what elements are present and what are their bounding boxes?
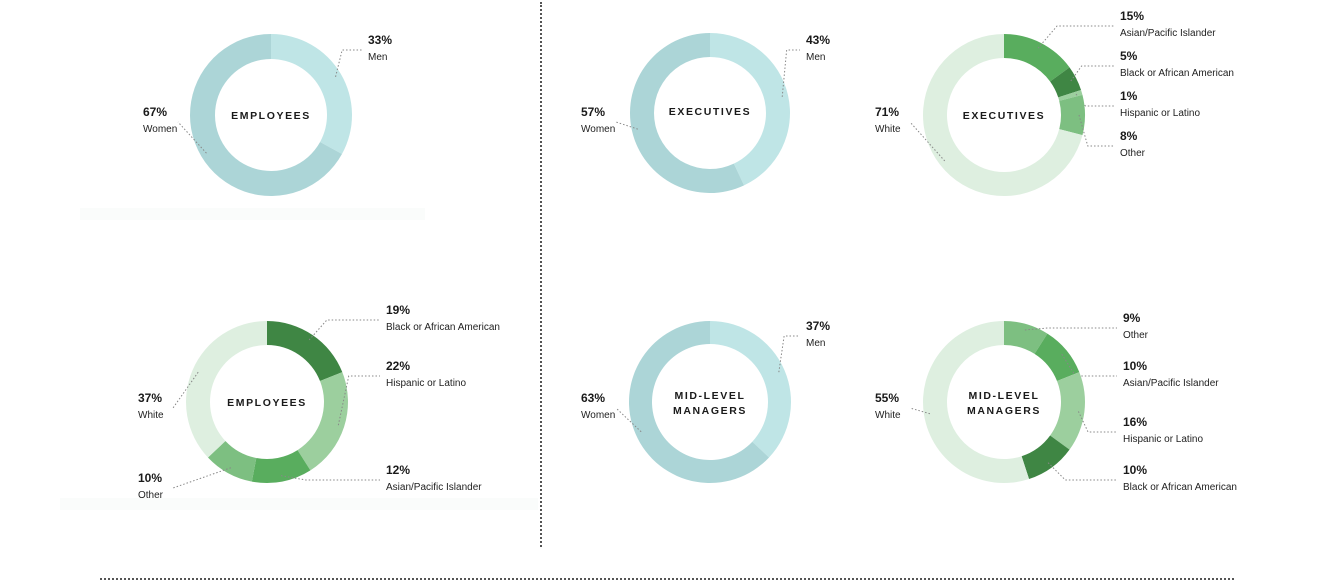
- leader-line: [1070, 65, 1114, 82]
- slice-value-label: 10%: [1123, 463, 1147, 477]
- leader-line: [337, 375, 380, 426]
- slice-value-label: 67%: [143, 105, 167, 119]
- donut-center-title: EXECUTIVES: [963, 110, 1046, 122]
- slice-asian-pacific-islander: [1004, 34, 1070, 82]
- slice-asian-pacific-islander: [251, 450, 311, 483]
- slice-asian-pacific-islander: [1034, 333, 1080, 382]
- slice-category-label: Other: [1123, 330, 1149, 341]
- leader-line: [1024, 327, 1117, 331]
- slice-value-label: 22%: [386, 359, 410, 373]
- slice-other: [207, 441, 257, 482]
- slice-value-label: 63%: [581, 391, 605, 405]
- slice-black-or-african-american: [1050, 67, 1082, 98]
- slice-category-label: Asian/Pacific Islander: [386, 482, 482, 493]
- panel-shade-left-bottom: [60, 498, 538, 510]
- slice-value-label: 1%: [1120, 89, 1138, 103]
- slice-value-label: 12%: [386, 463, 410, 477]
- leader-line: [172, 371, 199, 409]
- donut-chart-4: 19% Black or African American 22% Hispanic …: [138, 303, 500, 501]
- slice-white: [186, 321, 267, 458]
- slice-category-label: Black or African American: [386, 322, 500, 333]
- slice-women: [629, 321, 770, 484]
- leader-line: [280, 475, 380, 481]
- slice-black-or-african-american: [1021, 435, 1070, 480]
- slice-category-label: White: [875, 124, 901, 135]
- slice-hispanic-or-latino: [297, 372, 348, 471]
- slice-men: [271, 34, 353, 155]
- slice-value-label: 19%: [386, 303, 410, 317]
- slice-men: [710, 33, 791, 186]
- slice-category-label: Hispanic or Latino: [386, 378, 466, 389]
- slice-white: [923, 321, 1030, 484]
- slice-category-label: Black or African American: [1120, 68, 1234, 79]
- slice-hispanic-or-latino: [1058, 89, 1083, 101]
- slice-women: [190, 34, 342, 197]
- donut-chart-3: 15% Asian/Pacific Islander 5% Black or Afri…: [875, 9, 1234, 197]
- leader-line: [172, 467, 232, 489]
- slice-category-label: Women: [143, 124, 177, 135]
- slice-category-label: Hispanic or Latino: [1120, 108, 1200, 119]
- slice-value-label: 8%: [1120, 129, 1138, 143]
- leader-line: [1037, 25, 1114, 49]
- slice-value-label: 43%: [806, 33, 830, 47]
- slice-category-label: Men: [806, 338, 825, 349]
- donut-center-title: EMPLOYEES: [231, 110, 311, 122]
- horizontal-divider: [100, 578, 1234, 580]
- slice-value-label: 71%: [875, 105, 899, 119]
- leader-line: [615, 121, 638, 130]
- slice-category-label: Black or African American: [1123, 482, 1237, 493]
- slice-value-label: 10%: [1123, 359, 1147, 373]
- donut-center-title: MANAGERS: [673, 405, 747, 417]
- slice-value-label: 9%: [1123, 311, 1141, 325]
- slice-value-label: 15%: [1120, 9, 1144, 23]
- slice-category-label: Women: [581, 124, 615, 135]
- leader-line: [308, 319, 380, 341]
- slice-category-label: Hispanic or Latino: [1123, 434, 1203, 445]
- donut-center-title: MID-LEVEL: [675, 390, 746, 402]
- slice-black-or-african-american: [267, 321, 343, 382]
- leader-line: [1078, 114, 1114, 147]
- slice-value-label: 55%: [875, 391, 899, 405]
- slice-value-label: 57%: [581, 105, 605, 119]
- slice-value-label: 37%: [138, 391, 162, 405]
- slice-category-label: White: [138, 410, 164, 421]
- donut-chart-6: 9% Other 10% Asian/Pacific Islander 16% Hispa…: [875, 311, 1237, 493]
- leader-line: [1075, 93, 1114, 107]
- slice-white: [922, 34, 1083, 197]
- slice-men: [710, 321, 792, 458]
- donut-chart-2: 43% Men 57% Women EXECUTIVES: [581, 33, 830, 193]
- slice-value-label: 5%: [1120, 49, 1138, 63]
- slice-category-label: White: [875, 410, 901, 421]
- slice-category-label: Men: [806, 52, 825, 63]
- slice-category-label: Men: [368, 52, 387, 63]
- leader-line: [1077, 411, 1117, 433]
- panel-shade-left-top: [80, 208, 425, 220]
- donut-center-title: EXECUTIVES: [669, 106, 752, 118]
- donut-center-title: MID-LEVEL: [969, 390, 1040, 402]
- donut-center-title: MANAGERS: [967, 405, 1041, 417]
- slice-category-label: Asian/Pacific Islander: [1123, 378, 1219, 389]
- slice-value-label: 37%: [806, 319, 830, 333]
- donut-chart-5: 37% Men 63% Women MID-LEVEL MANAGERS: [581, 319, 830, 484]
- slice-other: [1059, 94, 1085, 136]
- slice-category-label: Other: [138, 490, 164, 501]
- slice-women: [630, 33, 745, 193]
- donut-chart-1: 33% Men 67% Women EMPLOYEES: [143, 33, 392, 197]
- vertical-divider: [540, 2, 542, 547]
- slice-category-label: Women: [581, 410, 615, 421]
- slice-value-label: 10%: [138, 471, 162, 485]
- slice-value-label: 16%: [1123, 415, 1147, 429]
- leader-line: [177, 121, 207, 154]
- leader-line: [1047, 462, 1117, 481]
- slice-hispanic-or-latino: [1050, 372, 1085, 450]
- slice-category-label: Asian/Pacific Islander: [1120, 28, 1216, 39]
- donut-center-title: EMPLOYEES: [227, 397, 307, 409]
- slice-category-label: Other: [1120, 148, 1146, 159]
- slice-value-label: 33%: [368, 33, 392, 47]
- leader-line: [615, 407, 642, 433]
